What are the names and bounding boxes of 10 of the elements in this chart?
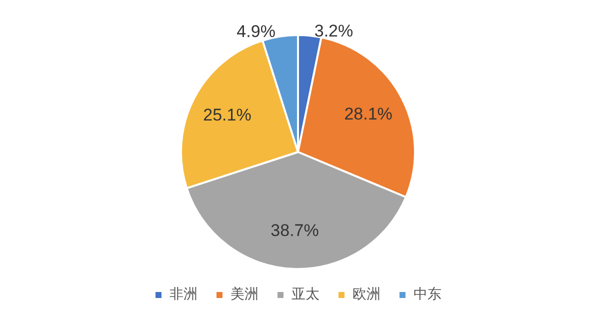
legend-label: 美洲 bbox=[230, 286, 258, 303]
data-label: 38.7% bbox=[270, 221, 319, 240]
legend-label: 非洲 bbox=[170, 286, 198, 303]
legend-label: 亚太 bbox=[292, 286, 320, 303]
legend-label: 欧洲 bbox=[352, 286, 380, 303]
data-label: 4.9% bbox=[236, 22, 276, 42]
data-label: 28.1% bbox=[344, 104, 392, 124]
legend-label: 中东 bbox=[414, 286, 442, 303]
data-label: 3.2% bbox=[314, 21, 354, 40]
data-label: 25.1% bbox=[203, 105, 252, 124]
